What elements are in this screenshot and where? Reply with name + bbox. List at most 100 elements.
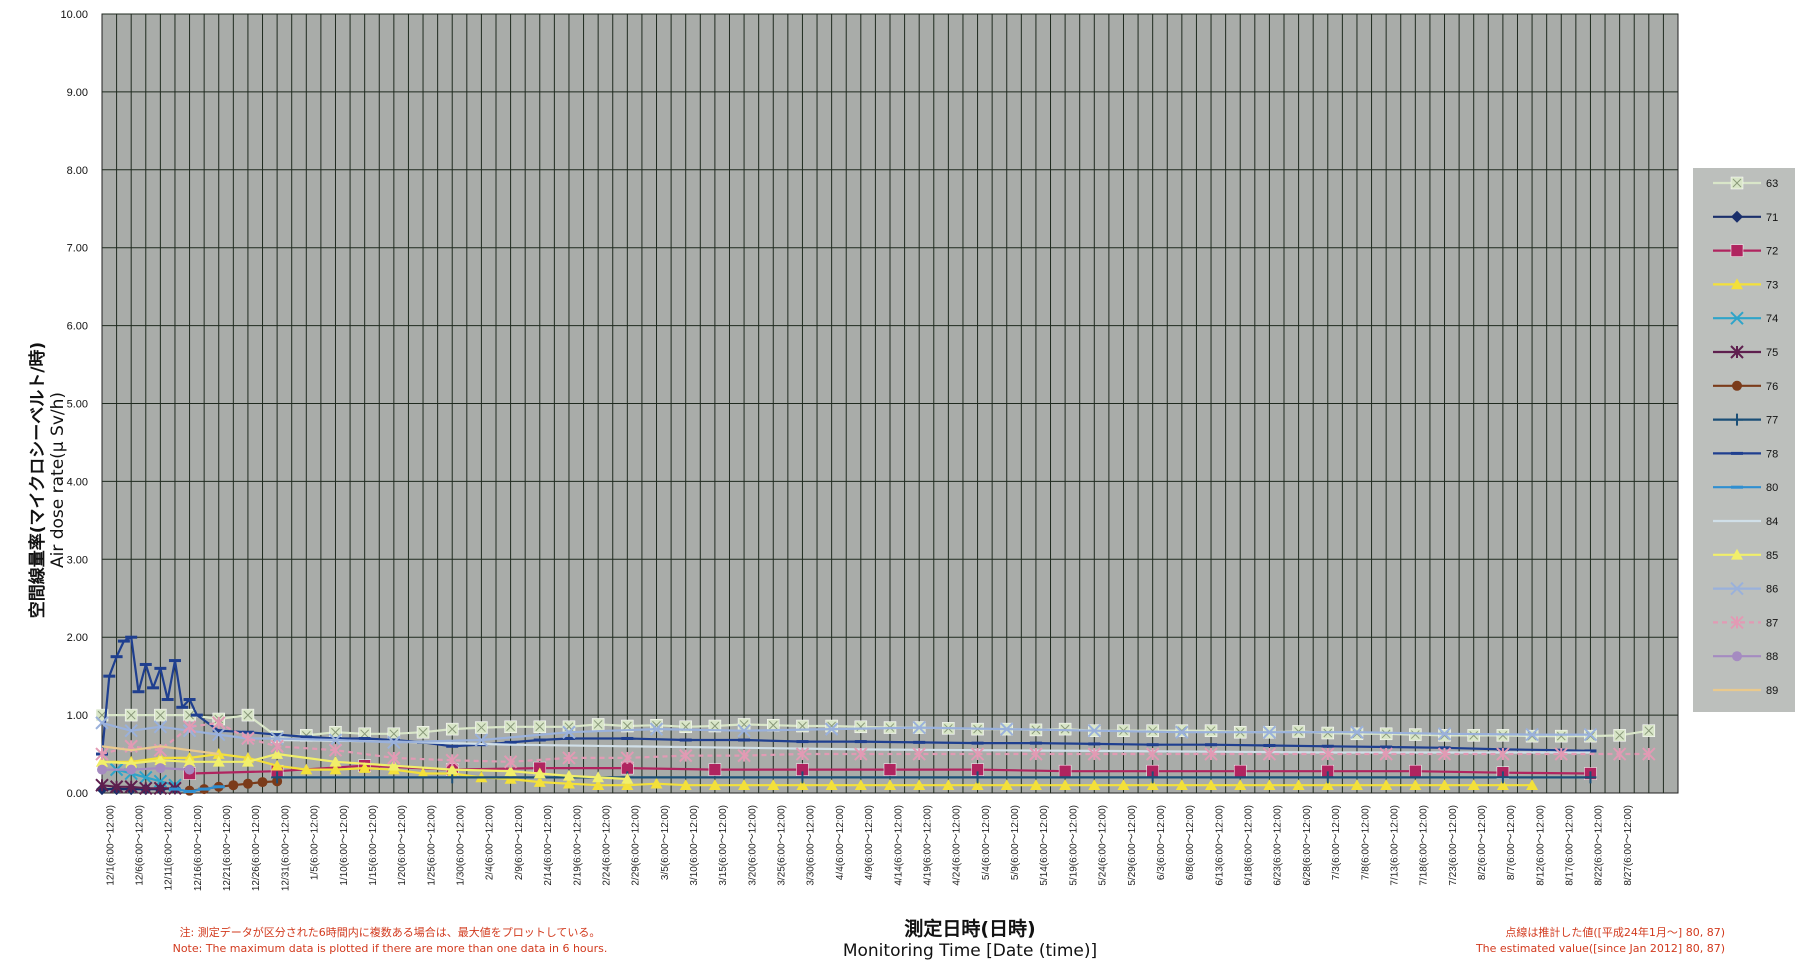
data-point (387, 735, 401, 750)
data-point (503, 755, 518, 769)
data-point (1496, 747, 1510, 761)
x-tick-label: 2/9(6:00〜12:00) (514, 805, 525, 880)
data-point (1000, 722, 1014, 736)
data-point-cross (331, 727, 340, 737)
data-point (445, 753, 459, 767)
x-tick-label: 7/8(6:00〜12:00) (1360, 805, 1371, 880)
data-point (1146, 779, 1159, 791)
data-point (139, 770, 153, 785)
note-right-jp: 点線は推計した値([平成24年1月〜] 80, 87) (1505, 926, 1725, 939)
legend-label: 63 (1766, 178, 1778, 190)
data-point (1088, 779, 1101, 791)
legend-item: 71 (1713, 210, 1778, 224)
data-point (1145, 747, 1160, 761)
data-point (257, 777, 268, 788)
data-point (621, 736, 634, 740)
data-point-cross (1586, 731, 1595, 741)
legend-item: 87 (1713, 615, 1778, 629)
data-point (270, 739, 284, 753)
x-tick-label: 7/3(6:00〜12:00) (1331, 805, 1342, 880)
x-tick-label: 8/17(6:00〜12:00) (1565, 805, 1576, 886)
legend-label: 84 (1766, 516, 1778, 528)
data-point (1000, 779, 1013, 791)
legend-item: 88 (1713, 651, 1778, 663)
x-tick-label: 1/30(6:00〜12:00) (456, 805, 467, 886)
data-point (271, 759, 284, 771)
data-point (184, 764, 195, 775)
data-point (708, 763, 722, 776)
data-point (271, 733, 284, 737)
data-point (1409, 764, 1422, 778)
data-point (1087, 747, 1102, 761)
data-point (1731, 485, 1743, 489)
data-point (1175, 779, 1188, 791)
data-point (1175, 725, 1189, 739)
data-point (562, 777, 575, 789)
legend-label: 88 (1766, 651, 1778, 663)
legend: 63 71 72 73 74 75 76 77 78 80 84 85 86 87 88 89 (1693, 168, 1795, 712)
data-point (153, 781, 168, 796)
x-tick-label: 5/14(6:00〜12:00) (1039, 805, 1050, 886)
legend-label: 73 (1766, 279, 1778, 291)
data-point (824, 722, 839, 736)
data-point (1059, 779, 1072, 791)
x-tick-label: 3/25(6:00〜12:00) (777, 805, 788, 886)
legend-label: 76 (1766, 381, 1778, 393)
data-point (1732, 380, 1742, 391)
data-point (147, 686, 160, 690)
data-point (241, 730, 254, 734)
data-point (562, 769, 575, 781)
data-point (913, 779, 926, 791)
data-point (329, 755, 342, 767)
x-tick-label: 3/5(6:00〜12:00) (660, 805, 671, 880)
x-tick-label: 8/27(6:00〜12:00) (1623, 805, 1634, 886)
data-point-cross (1206, 726, 1216, 736)
data-point (358, 736, 371, 740)
data-point (212, 785, 225, 789)
data-point (1731, 548, 1743, 560)
data-point (533, 776, 546, 787)
data-point (1732, 651, 1742, 662)
data-point (446, 744, 459, 748)
data-point (1612, 747, 1627, 761)
x-tick-label: 12/11(6:00〜12:00) (164, 805, 175, 890)
data-point (825, 779, 838, 791)
x-tick-label: 3/10(6:00〜12:00) (689, 805, 700, 886)
data-point (971, 771, 984, 784)
legend-label: 78 (1766, 448, 1778, 460)
data-point (1146, 771, 1159, 784)
x-tick-label: 5/29(6:00〜12:00) (1127, 805, 1138, 886)
x-tick-label: 12/1(6:00〜12:00) (105, 805, 116, 886)
data-point (562, 736, 575, 740)
x-tick-label: 5/9(6:00〜12:00) (1010, 805, 1021, 880)
data-point (1292, 779, 1305, 791)
series-85 (96, 748, 634, 784)
data-point-cross (477, 723, 486, 732)
data-point (183, 755, 196, 767)
series-87 (95, 716, 1656, 769)
x-tick-label: 6/13(6:00〜12:00) (1214, 805, 1225, 886)
x-tick-label: 12/16(6:00〜12:00) (193, 805, 204, 891)
data-point (1525, 727, 1539, 742)
data-point (190, 713, 203, 717)
data-point (241, 731, 255, 746)
data-point (738, 779, 751, 791)
x-tick-label: 4/19(6:00〜12:00) (922, 805, 933, 886)
data-point (329, 736, 342, 740)
data-point (795, 747, 810, 761)
data-point (228, 780, 239, 791)
data-point (1029, 741, 1042, 745)
y-tick-label: 8.00 (67, 165, 88, 177)
legend-svg: 63 71 72 73 74 75 76 77 78 80 84 85 86 87 88 89 (1713, 176, 1778, 697)
data-point (1029, 747, 1043, 761)
legend-label: 75 (1766, 347, 1778, 359)
legend-label: 71 (1766, 212, 1778, 224)
data-point-cross (1732, 178, 1742, 188)
y-tick-label: 10.00 (60, 9, 88, 21)
data-point-cross (1352, 729, 1362, 739)
series-80 (168, 785, 225, 793)
data-point-cross (447, 724, 457, 734)
legend-item: 77 (1713, 413, 1778, 427)
data-point (650, 777, 663, 789)
